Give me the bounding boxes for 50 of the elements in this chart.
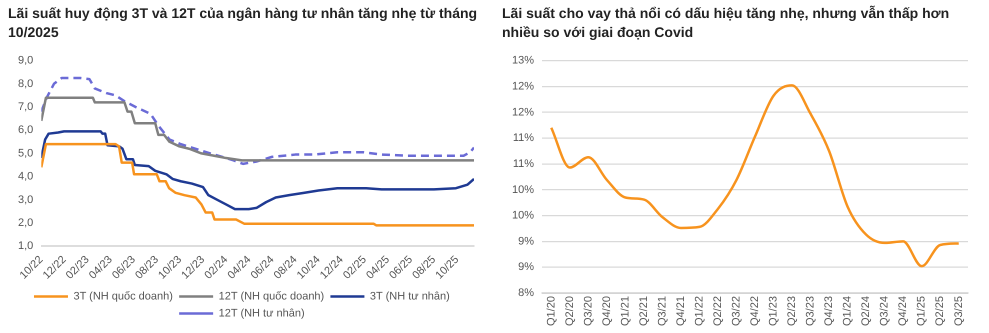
x-tick-label: Q1/23 (768, 296, 780, 326)
x-tick-label: Q2/22 (712, 296, 724, 326)
x-tick-label: Q1/25 (916, 296, 928, 326)
legend-label: 3T (NH quốc doanh) (73, 290, 173, 303)
x-tick-label: Q2/21 (638, 296, 650, 326)
x-tick-label: Q1/24 (842, 296, 854, 326)
y-tick-label: 8,0 (18, 78, 34, 90)
x-tick-label: Q3/20 (582, 296, 594, 326)
y-tick-label: 13% (512, 54, 534, 67)
x-tick-label: Q1/22 (693, 296, 706, 326)
y-tick-label: 11% (512, 158, 534, 170)
x-tick-label: Q2/25 (934, 296, 946, 326)
x-tick-label: Q3/24 (878, 296, 891, 326)
x-tick-label: Q1/20 (545, 296, 558, 326)
x-tick-label: Q3/25 (952, 296, 965, 326)
legend-label: 3T (NH tư nhân) (370, 290, 450, 303)
legend-label: 12T (NH tư nhân) (218, 308, 305, 320)
y-tick-label: 9,0 (18, 54, 34, 67)
x-tick-label: Q4/22 (749, 296, 762, 326)
chart-title: Lãi suất huy động 3T và 12T của ngân hàng tư nhân tăng nhẹ từ tháng 10/2025 (7, 4, 478, 42)
y-tick-label: 11% (512, 132, 534, 144)
y-tick-label: 12% (512, 106, 534, 118)
y-tick-label: 4,0 (18, 170, 34, 183)
x-tick-label: Q2/24 (860, 296, 872, 326)
x-tick-label: Q2/20 (564, 296, 576, 326)
y-tick-label: 10% (512, 184, 534, 196)
x-tick-label: Q4/20 (600, 296, 613, 326)
y-tick-label: 5,0 (18, 147, 34, 160)
legend-label: 12T (NH quốc doanh) (218, 290, 324, 303)
x-tick-label: Q3/21 (656, 296, 668, 326)
y-tick-label: 2,0 (18, 217, 34, 230)
y-tick-label: 8% (518, 287, 534, 300)
y-tick-label: 7,0 (18, 101, 34, 114)
y-tick-label: 6,0 (18, 124, 34, 136)
y-tick-label: 10% (512, 210, 534, 222)
chart-title: Lãi suất cho vay thả nổi có dấu hiệu tăng nhẹ, nhưng vẫn thấp hơn nhiều so với giai đoạn Covid (501, 4, 950, 42)
x-tick-label: Q4/23 (823, 296, 836, 326)
x-tick-label: Q3/23 (804, 296, 817, 326)
x-tick-label: Q2/23 (786, 296, 798, 326)
x-tick-label: Q1/21 (619, 296, 632, 326)
x-tick-label: Q4/21 (674, 296, 687, 326)
y-tick-label: 9% (518, 261, 534, 274)
y-tick-label: 9% (518, 235, 534, 248)
line-series (41, 76, 474, 166)
y-tick-label: 1,0 (18, 240, 34, 252)
line-series (550, 84, 960, 268)
y-tick-label: 3,0 (18, 194, 34, 206)
x-tick-label: Q4/24 (897, 296, 910, 326)
x-tick-label: Q3/22 (730, 296, 743, 326)
y-tick-label: 12% (512, 80, 534, 92)
